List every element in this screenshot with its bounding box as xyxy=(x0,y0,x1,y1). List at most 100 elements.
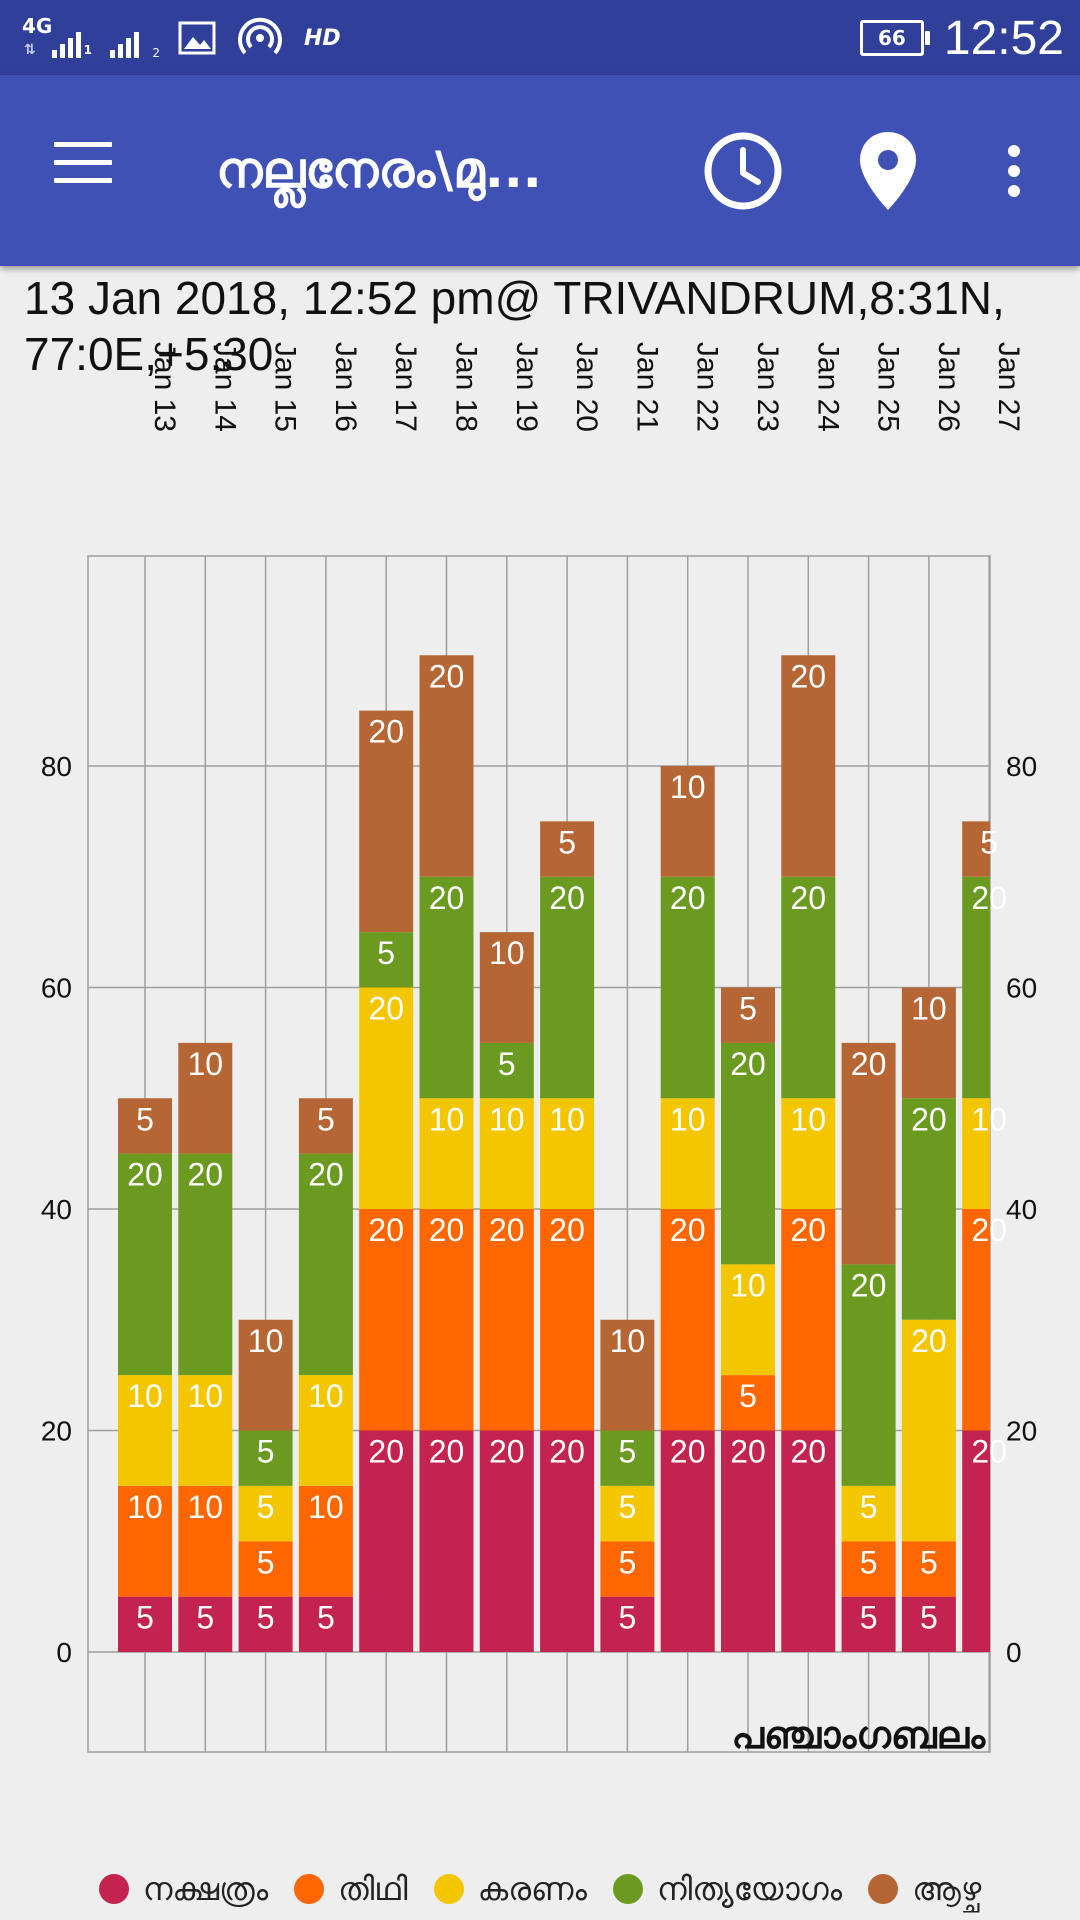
hd-voice-label: HD xyxy=(304,25,341,51)
bar-segment xyxy=(841,1264,896,1486)
bar-segment xyxy=(841,1541,896,1597)
chart-legend: നക്ഷത്രം തിഥി കരണം നിത്യയോഗം ആഴ്ച xyxy=(0,1862,1080,1916)
legend-label: നിത്യയോഗം xyxy=(656,1869,843,1908)
bar-segment xyxy=(419,876,474,1099)
data-label: 20 xyxy=(188,1157,224,1193)
bar-segment xyxy=(359,987,414,1209)
bar-segment xyxy=(359,1209,414,1431)
data-label: 5 xyxy=(317,1101,335,1137)
bar-segment xyxy=(901,1319,956,1542)
bar-segment xyxy=(479,1098,534,1209)
hotspot-icon xyxy=(238,17,282,55)
legend-color-dot xyxy=(294,1874,325,1904)
data-label: 10 xyxy=(188,1489,224,1525)
data-label: 5 xyxy=(739,1378,757,1414)
x-tick-label: Jan 25 xyxy=(872,342,905,432)
bar-segment xyxy=(781,876,836,1099)
bar-segment xyxy=(238,1596,293,1652)
bar-segment xyxy=(901,1098,956,1320)
data-label: 10 xyxy=(127,1489,163,1525)
bar-segment xyxy=(781,655,836,877)
status-time: 12:52 xyxy=(943,11,1064,65)
bar-segment xyxy=(118,1485,172,1597)
data-label: 20 xyxy=(791,658,827,694)
data-label: 20 xyxy=(791,1212,827,1248)
bar-segment xyxy=(600,1485,655,1542)
bar-segment xyxy=(419,655,474,877)
data-arrows-icon: ⇅ xyxy=(24,42,36,58)
data-label: 20 xyxy=(429,1212,465,1248)
bar-segment xyxy=(781,1430,836,1652)
bar-segment xyxy=(419,1209,474,1431)
data-label: 10 xyxy=(429,1101,465,1137)
bar-segment xyxy=(721,987,775,1043)
data-label: 10 xyxy=(549,1101,585,1137)
bar-segment xyxy=(841,1485,896,1542)
x-tick-label: Jan 14 xyxy=(208,342,241,432)
bar-segment xyxy=(118,1596,172,1652)
x-tick-label: Jan 19 xyxy=(510,342,543,432)
bar-segment xyxy=(118,1375,172,1486)
legend-color-dot xyxy=(433,1874,464,1904)
data-label: 20 xyxy=(730,1046,766,1082)
bar-segment xyxy=(901,1541,956,1597)
legend-color-dot xyxy=(612,1874,643,1904)
data-label: 5 xyxy=(619,1434,637,1470)
data-label: 5 xyxy=(558,824,576,860)
data-label: 5 xyxy=(257,1489,275,1525)
bar-segment xyxy=(238,1319,293,1431)
data-label: 20 xyxy=(549,880,585,916)
bar-segment xyxy=(841,1042,896,1265)
legend-item: ആഴ്ച xyxy=(868,1870,981,1909)
data-label: 20 xyxy=(791,880,827,916)
more-vert-icon[interactable] xyxy=(1004,75,1024,266)
data-label: 20 xyxy=(549,1434,585,1470)
bar-segment xyxy=(359,710,414,933)
bar-segment xyxy=(901,987,956,1099)
bar-segment xyxy=(118,1153,172,1376)
data-label: 5 xyxy=(257,1434,275,1470)
bar-segment xyxy=(540,1098,595,1209)
bar-segment xyxy=(901,1596,956,1652)
data-label: 5 xyxy=(860,1600,878,1636)
bar-segment xyxy=(660,1098,715,1209)
clock-icon[interactable] xyxy=(702,75,784,266)
sim1-label: 1 xyxy=(83,43,92,57)
data-label: 20 xyxy=(851,1267,887,1303)
bar-segment xyxy=(600,1541,655,1597)
data-label: 20 xyxy=(489,1212,525,1248)
battery-level: 66 xyxy=(877,26,906,50)
legend-color-dot xyxy=(98,1874,129,1904)
data-label: 20 xyxy=(911,1323,947,1359)
data-label: 5 xyxy=(920,1544,938,1580)
bar-segment xyxy=(298,1485,353,1597)
data-label: 20 xyxy=(971,880,1007,916)
data-label: 10 xyxy=(730,1267,766,1303)
data-label: 5 xyxy=(317,1600,335,1636)
data-label: 10 xyxy=(248,1323,284,1359)
legend-item: കരണം xyxy=(433,1870,587,1909)
location-pin-icon[interactable] xyxy=(858,75,918,266)
data-label: 10 xyxy=(489,935,525,971)
y-tick-label-left: 80 xyxy=(41,751,72,782)
bar-segment xyxy=(298,1375,353,1486)
legend-label: ആഴ്ച xyxy=(912,1869,982,1908)
data-label: 10 xyxy=(308,1378,344,1414)
menu-icon[interactable] xyxy=(54,142,112,188)
bar-segment xyxy=(540,1209,595,1431)
data-label: 5 xyxy=(619,1489,637,1525)
cellular-signal-sim2-icon: 2 xyxy=(110,16,160,60)
bar-segment xyxy=(600,1596,655,1652)
bar-segment xyxy=(721,1375,775,1431)
data-label: 5 xyxy=(860,1544,878,1580)
bar-segment xyxy=(178,1042,233,1154)
bar-segment xyxy=(660,1430,715,1652)
legend-item: തിഥി xyxy=(294,1870,408,1909)
bar-segment xyxy=(781,1209,836,1431)
bar-segment xyxy=(479,1209,534,1431)
data-label: 20 xyxy=(670,1434,706,1470)
date-location-text: 13 Jan 2018, 12:52 pm@ TRIVANDRUM,8:31N,… xyxy=(24,272,1005,380)
data-label: 5 xyxy=(619,1600,637,1636)
bar-segment xyxy=(962,1098,990,1209)
data-label: 20 xyxy=(368,714,404,750)
